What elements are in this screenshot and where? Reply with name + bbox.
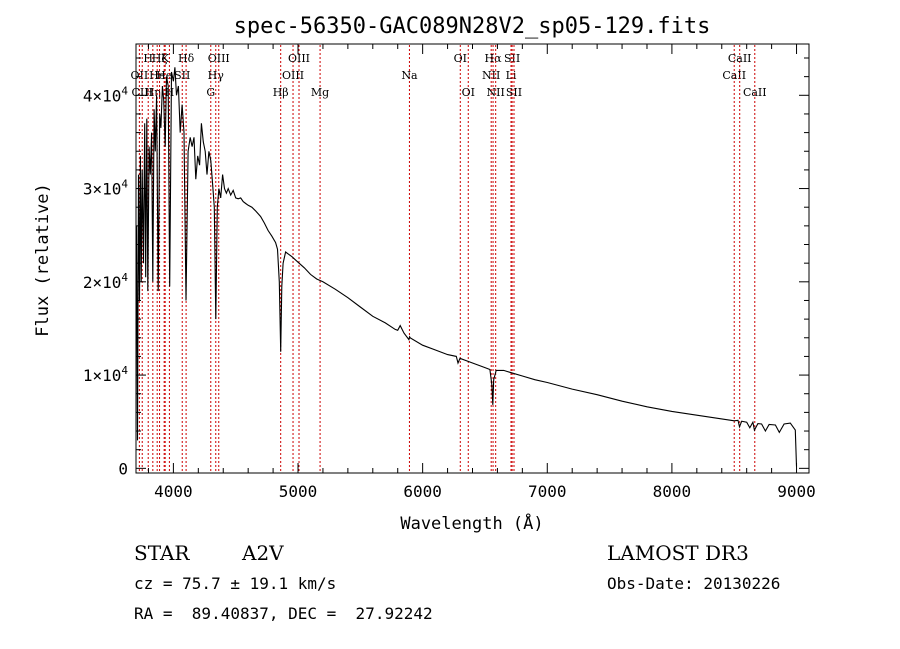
plot-frame xyxy=(135,43,810,474)
x-tick-label: 7000 xyxy=(528,482,567,501)
x-tick-label: 6000 xyxy=(403,482,442,501)
emission-line-markers: OIICIIIHHηHeHζHeKHSIIHδGHγOIIIHβOIIIOIII… xyxy=(131,45,767,472)
marker-label: Hδ xyxy=(178,52,195,65)
x-axis-label: Wavelength (Å) xyxy=(400,512,543,534)
marker-label: Hζ xyxy=(152,52,168,65)
y-tick-label-mantissa: 3×10 xyxy=(83,180,122,199)
observation-date: Obs-Date: 20130226 xyxy=(607,574,781,593)
y-tick-label-mantissa: 1×10 xyxy=(83,366,122,385)
marker-label: CaII xyxy=(722,69,746,82)
marker-label: NII xyxy=(482,69,500,82)
survey-name: LAMOST DR3 xyxy=(607,541,749,565)
marker-label: CaII xyxy=(743,86,767,99)
marker-label: OIII xyxy=(282,69,304,82)
marker-label: OI xyxy=(454,52,467,65)
marker-label: Na xyxy=(401,69,418,82)
x-tick-label: 9000 xyxy=(777,482,816,501)
y-tick-label: 1×104 xyxy=(83,364,129,385)
object-subclass: A2V xyxy=(242,541,284,565)
marker-label: OIII xyxy=(288,52,310,65)
marker-label: OII xyxy=(131,69,149,82)
marker-label: Hα xyxy=(485,52,503,65)
marker-label: G xyxy=(206,86,215,99)
marker-label: OI xyxy=(462,86,475,99)
y-tick-label-mantissa: 2×10 xyxy=(83,273,122,292)
y-tick-label: 2×104 xyxy=(83,271,129,292)
marker-label: OIII xyxy=(208,52,230,65)
x-tick-label: 5000 xyxy=(279,482,318,501)
x-tick-label: 8000 xyxy=(653,482,692,501)
object-class: STAR xyxy=(134,541,190,565)
marker-label: Hη xyxy=(145,86,161,99)
x-tick-label: 4000 xyxy=(154,482,193,501)
y-tick-label: 0 xyxy=(118,459,128,478)
marker-label: Li xyxy=(506,69,517,82)
redshift-velocity: cz = 75.7 ± 19.1 km/s xyxy=(134,574,337,593)
marker-label: SII xyxy=(174,69,190,82)
marker-label: H xyxy=(143,52,153,65)
sky-coordinates: RA = 89.40837, DEC = 27.92242 xyxy=(134,604,433,623)
chart-title: spec-56350-GAC089N28V2_sp05-129.fits xyxy=(234,14,711,39)
y-tick-label-exponent: 4 xyxy=(121,271,128,284)
marker-label: H xyxy=(165,86,175,99)
marker-label: Hβ xyxy=(273,86,289,99)
y-tick-label: 3×104 xyxy=(83,178,129,199)
marker-label: Mg xyxy=(311,86,329,99)
x-axis-ticks: 4000 5000 6000 7000 8000 9000 xyxy=(147,44,816,501)
marker-label: He xyxy=(149,69,165,82)
marker-label: K xyxy=(161,52,170,65)
marker-label: CaII xyxy=(728,52,752,65)
y-tick-label-mantissa: 4×10 xyxy=(83,86,122,105)
marker-label: He xyxy=(156,69,172,82)
marker-label: Hγ xyxy=(208,69,225,82)
spectrum-line xyxy=(136,67,798,467)
y-tick-label-exponent: 4 xyxy=(121,364,128,377)
marker-label: SII xyxy=(506,86,522,99)
y-tick-label-exponent: 4 xyxy=(121,178,128,191)
y-axis-label: Flux (relative) xyxy=(33,183,53,337)
marker-label: SII xyxy=(504,52,520,65)
y-tick-label-exponent: 4 xyxy=(121,84,128,97)
y-tick-label: 4×104 xyxy=(83,84,129,105)
marker-label: NII xyxy=(487,86,505,99)
y-tick-label-mantissa: 0 xyxy=(118,459,128,478)
